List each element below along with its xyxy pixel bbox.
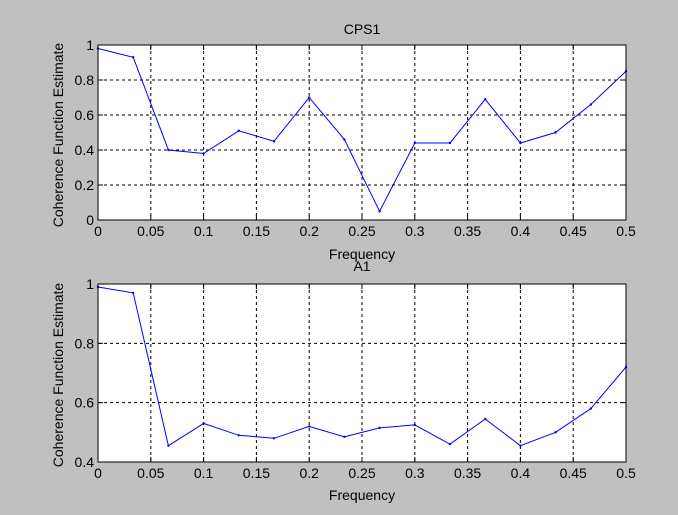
data-point [237, 434, 240, 437]
x-tick-label: 0.45 [560, 223, 587, 239]
data-point [378, 210, 381, 213]
data-point [519, 141, 522, 145]
x-tick-label: 0.4 [511, 223, 531, 239]
y-tick-label: 0.4 [75, 142, 95, 158]
data-point [308, 96, 311, 99]
data-point [167, 444, 170, 447]
y-tick-label: 0.6 [75, 107, 95, 123]
x-tick-label: 0 [94, 465, 102, 481]
data-point [343, 138, 346, 141]
chart-title-a1: A1 [353, 258, 370, 274]
chart-title-cps1: CPS1 [344, 21, 381, 37]
x-tick-label: 0.5 [616, 465, 636, 481]
axes-1: 0 0.05 0.1 0.15 0.2 0.25 0.3 0.35 0.4 0.45 0.5 0 0.2… [75, 37, 636, 239]
y-tick-label: 1 [86, 37, 94, 53]
data-point [131, 56, 135, 59]
y-tick-label: 0 [86, 212, 94, 228]
y-tick-label: 0.6 [75, 395, 95, 411]
x-tick-label: 0 [94, 223, 102, 239]
y-tick-label: 0.4 [75, 454, 95, 470]
x-tick-label: 0.1 [194, 465, 214, 481]
x-tick-label: 0.15 [243, 223, 270, 239]
data-point [272, 140, 276, 143]
x-axis-label-cps1: Frequency [329, 246, 395, 262]
data-point [343, 435, 346, 438]
data-point [554, 431, 557, 434]
x-tick-label: 0.45 [560, 465, 587, 481]
x-tick-label: 0.15 [243, 465, 270, 481]
data-point [448, 141, 452, 145]
x-tick-label: 0.3 [405, 223, 425, 239]
x-tick-label: 0.35 [454, 223, 481, 239]
y-tick-label: 1 [86, 276, 94, 292]
x-tick-label: 0.2 [299, 223, 319, 239]
data-point [448, 443, 452, 446]
data-point [589, 407, 593, 410]
x-tick-label: 0.25 [348, 223, 375, 239]
data-point [484, 417, 487, 421]
data-point [167, 148, 170, 152]
y-tick-label: 0.2 [75, 177, 95, 193]
data-point [554, 131, 557, 134]
x-tick-label: 0.4 [511, 465, 531, 481]
data-point [202, 422, 205, 425]
y-tick-label: 0.8 [75, 72, 95, 88]
y-axis-label-cps1: Coherence Function Estimate [50, 43, 66, 228]
data-point [484, 98, 487, 101]
x-axis-label-a1: Frequency [329, 487, 395, 503]
data-point [272, 437, 276, 440]
y-tick-label: 0.8 [75, 335, 95, 351]
x-tick-label: 0.5 [616, 223, 636, 239]
x-tick-label: 0.05 [137, 223, 164, 239]
x-tick-label: 0.1 [194, 223, 214, 239]
x-tick-label: 0.25 [348, 465, 375, 481]
data-point [589, 103, 593, 106]
data-line [97, 48, 627, 213]
data-point [131, 291, 135, 295]
y-axis-label-a1: Coherence Function Estimate [50, 283, 66, 468]
x-tick-label: 0.05 [137, 465, 164, 481]
data-point [237, 129, 240, 132]
x-tick-label: 0.35 [454, 465, 481, 481]
data-point [378, 426, 381, 430]
x-tick-label: 0.2 [299, 465, 319, 481]
x-tick-label: 0.3 [405, 465, 425, 481]
data-point [519, 444, 522, 447]
data-point [413, 141, 416, 145]
data-line [97, 286, 627, 447]
data-point [413, 423, 416, 427]
axes-2: 0 0.05 0.1 0.15 0.2 0.25 0.3 0.35 0.4 0.45 0.5 0.4 0… [75, 276, 636, 481]
data-point [202, 152, 205, 155]
data-point [308, 425, 311, 428]
